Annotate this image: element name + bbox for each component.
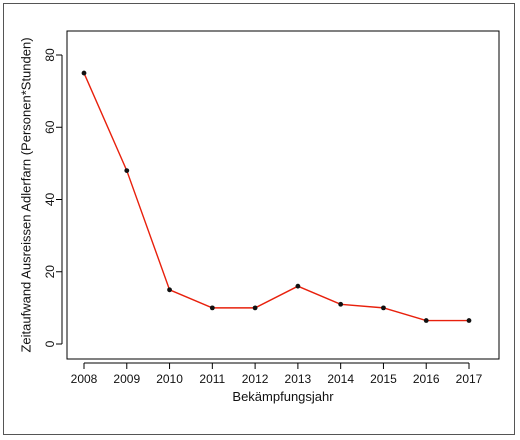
x-tick-label: 2015 [370, 372, 397, 386]
data-point [209, 305, 215, 311]
series-line [83, 72, 469, 322]
x-tick-label: 2014 [327, 372, 354, 386]
x-axis: 2008 2009 2010 2011 2012 2013 2014 2015 2016 2017 [71, 362, 483, 386]
data-point [423, 318, 429, 323]
chart-frame: 0 20 40 60 80 2008 2009 2010 2011 2012 2013 2014 20… [3, 3, 515, 435]
data-point [338, 301, 344, 307]
y-tick-label: 60 [43, 120, 57, 134]
x-tick-label: 2013 [285, 372, 312, 386]
x-tick-label: 2017 [456, 372, 483, 386]
data-point [381, 305, 386, 311]
data-point [81, 70, 87, 76]
series-layer [81, 70, 472, 323]
plot-area [66, 30, 500, 360]
x-tick-label: 2011 [199, 372, 225, 386]
x-tick-label: 2010 [156, 372, 183, 386]
data-point [466, 318, 472, 323]
x-tick-label: 2012 [242, 372, 269, 386]
y-tick-label: 0 [43, 340, 57, 347]
data-point [252, 305, 258, 311]
x-tick-label: 2008 [71, 372, 98, 386]
x-tick-label: 2016 [413, 372, 440, 386]
y-tick-label: 20 [43, 265, 57, 279]
x-tick-label: 2009 [113, 372, 140, 386]
y-tick-label: 40 [43, 193, 57, 207]
data-point [295, 283, 301, 289]
data-point [124, 168, 130, 174]
y-axis-label: Zeitaufwand Ausreissen Adlerfarn (Person… [19, 37, 34, 352]
y-tick-label: 80 [43, 48, 57, 62]
x-axis-label: Bekämpfungsjahr [232, 389, 334, 404]
data-point [167, 287, 172, 293]
y-axis: 0 20 40 60 80 [43, 48, 63, 347]
